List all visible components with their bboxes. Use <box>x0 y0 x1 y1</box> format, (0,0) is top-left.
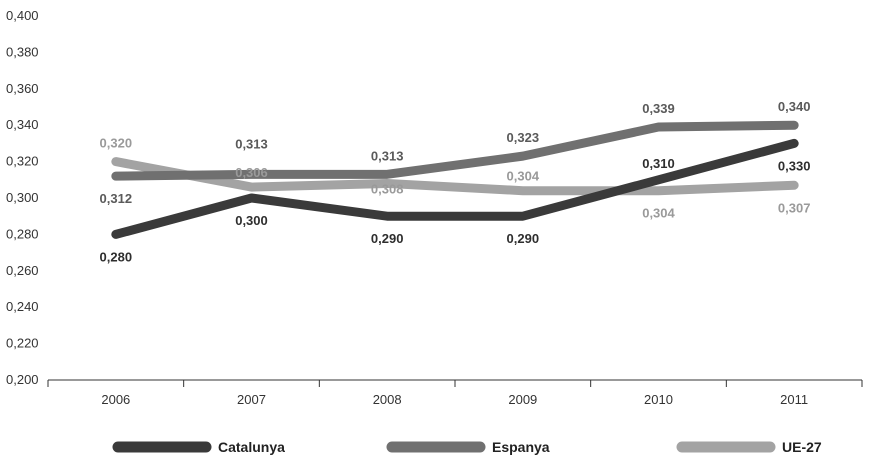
y-tick-label: 0,280 <box>6 226 39 241</box>
x-axis: 2006 2007 2008 2009 2010 2011 <box>47 380 863 407</box>
y-tick-label: 0,380 <box>6 44 39 59</box>
legend: Catalunya Espanya UE-27 <box>112 439 822 455</box>
legend-label: UE-27 <box>782 439 822 455</box>
y-tick-label: 0,400 <box>6 8 39 23</box>
data-label: 0,313 <box>235 136 268 151</box>
data-label: 0,300 <box>235 213 268 228</box>
legend-label: Espanya <box>492 439 550 455</box>
y-tick-label: 0,320 <box>6 154 39 169</box>
x-tick-label: 2008 <box>373 392 402 407</box>
y-tick-label: 0,220 <box>6 336 39 351</box>
data-label: 0,290 <box>507 231 540 246</box>
y-tick-label: 0,300 <box>6 190 39 205</box>
data-label: 0,307 <box>778 200 811 215</box>
series-line-espanya <box>111 120 799 181</box>
y-tick-label: 0,240 <box>6 299 39 314</box>
y-tick-label: 0,260 <box>6 263 39 278</box>
series-line-ue-27 <box>111 157 799 196</box>
data-label: 0,313 <box>371 148 404 163</box>
x-tick-label: 2009 <box>508 392 537 407</box>
data-label: 0,306 <box>235 165 268 180</box>
series-line-catalunya <box>111 138 799 239</box>
series-lines <box>111 120 799 239</box>
x-tick-label: 2007 <box>237 392 266 407</box>
y-tick-label: 0,340 <box>6 117 39 132</box>
x-tick-label: 2010 <box>644 392 673 407</box>
y-tick-label: 0,200 <box>6 372 39 387</box>
data-label: 0,340 <box>778 99 811 114</box>
data-labels: 0,280 0,300 0,290 0,290 0,310 0,330 0,312 0,313… <box>100 99 811 264</box>
data-label: 0,304 <box>507 169 540 184</box>
y-axis-tick-labels: 0,200 0,220 0,240 0,260 0,280 0,300 0,320 0,340… <box>6 8 39 387</box>
data-label: 0,304 <box>642 206 675 221</box>
legend-label: Catalunya <box>218 439 285 455</box>
data-label: 0,330 <box>778 158 811 173</box>
data-label: 0,312 <box>100 191 133 206</box>
data-label: 0,290 <box>371 231 404 246</box>
data-label: 0,308 <box>371 181 404 196</box>
data-label: 0,323 <box>507 130 540 145</box>
data-label: 0,310 <box>642 156 675 171</box>
x-tick-label: 2006 <box>101 392 130 407</box>
y-tick-label: 0,360 <box>6 81 39 96</box>
data-label: 0,320 <box>100 136 133 151</box>
x-tick-label: 2011 <box>780 392 808 407</box>
data-label: 0,339 <box>642 101 675 116</box>
data-label: 0,280 <box>100 249 133 264</box>
